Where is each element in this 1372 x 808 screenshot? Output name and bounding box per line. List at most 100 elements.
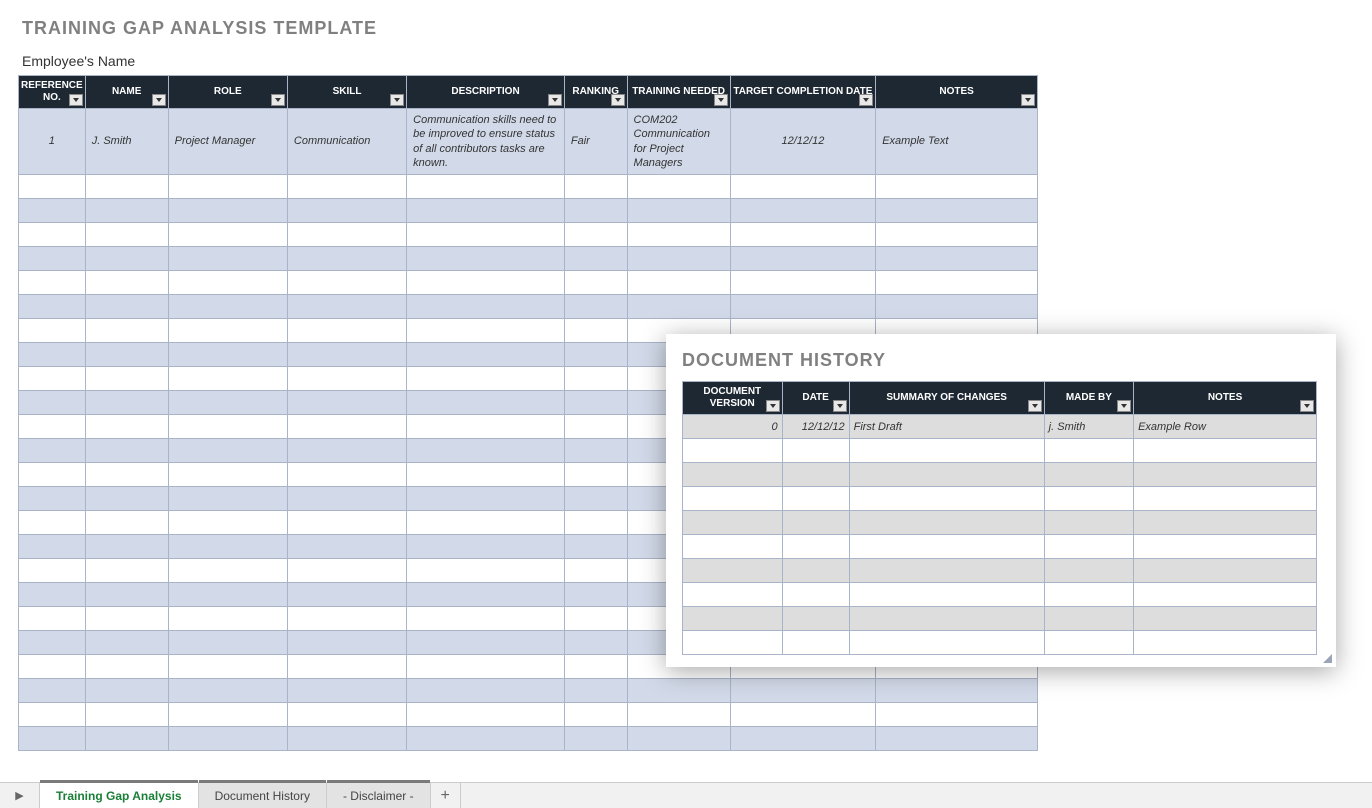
table-cell[interactable] [564, 367, 627, 391]
table-cell[interactable] [564, 199, 627, 223]
sheet-tab[interactable]: Document History [199, 783, 327, 808]
table-cell[interactable] [287, 679, 406, 703]
table-cell[interactable] [1134, 487, 1317, 511]
table-cell[interactable] [168, 631, 287, 655]
table-cell[interactable] [168, 463, 287, 487]
table-cell[interactable] [627, 271, 730, 295]
table-cell[interactable] [19, 415, 86, 439]
table-cell[interactable] [287, 583, 406, 607]
table-cell[interactable] [19, 223, 86, 247]
table-cell[interactable] [287, 703, 406, 727]
table-cell[interactable] [782, 607, 849, 631]
table-cell[interactable] [730, 703, 876, 727]
table-cell[interactable] [683, 487, 783, 511]
table-cell[interactable] [730, 247, 876, 271]
table-cell[interactable] [85, 559, 168, 583]
table-cell[interactable] [407, 247, 565, 271]
table-cell[interactable] [168, 655, 287, 679]
table-cell[interactable] [782, 631, 849, 655]
table-cell[interactable] [168, 727, 287, 751]
table-cell[interactable] [1134, 511, 1317, 535]
table-cell[interactable] [168, 199, 287, 223]
table-cell[interactable] [564, 703, 627, 727]
table-cell[interactable] [1044, 607, 1133, 631]
table-row[interactable] [683, 463, 1317, 487]
sheet-tab[interactable]: - Disclaimer - [327, 783, 431, 808]
filter-dropdown-icon[interactable] [1028, 400, 1042, 412]
table-cell[interactable] [287, 463, 406, 487]
table-cell[interactable] [168, 583, 287, 607]
filter-dropdown-icon[interactable] [390, 94, 404, 106]
table-cell[interactable] [564, 175, 627, 199]
table-cell[interactable]: 12/12/12 [782, 415, 849, 439]
table-cell[interactable] [564, 247, 627, 271]
table-cell[interactable] [19, 727, 86, 751]
table-cell[interactable] [287, 607, 406, 631]
table-cell[interactable] [287, 559, 406, 583]
table-cell[interactable] [564, 391, 627, 415]
table-cell[interactable] [1044, 559, 1133, 583]
table-row[interactable] [683, 559, 1317, 583]
table-cell[interactable] [19, 247, 86, 271]
table-row[interactable] [683, 631, 1317, 655]
table-cell[interactable] [287, 511, 406, 535]
table-cell[interactable] [1134, 607, 1317, 631]
table-cell[interactable] [168, 559, 287, 583]
table-cell[interactable] [849, 631, 1044, 655]
table-cell[interactable] [849, 511, 1044, 535]
table-row[interactable] [19, 199, 1038, 223]
table-cell[interactable]: j. Smith [1044, 415, 1133, 439]
table-cell[interactable] [287, 271, 406, 295]
table-cell[interactable] [564, 559, 627, 583]
table-cell[interactable] [683, 439, 783, 463]
table-cell[interactable] [407, 439, 565, 463]
filter-dropdown-icon[interactable] [611, 94, 625, 106]
table-cell[interactable] [287, 367, 406, 391]
table-cell[interactable] [168, 271, 287, 295]
table-cell[interactable] [1134, 559, 1317, 583]
table-cell[interactable] [287, 175, 406, 199]
table-cell[interactable] [19, 535, 86, 559]
table-cell[interactable] [849, 607, 1044, 631]
table-cell[interactable] [19, 607, 86, 631]
table-cell[interactable] [19, 295, 86, 319]
table-cell[interactable] [564, 487, 627, 511]
table-cell[interactable] [564, 535, 627, 559]
table-cell[interactable] [782, 559, 849, 583]
table-cell[interactable] [407, 631, 565, 655]
table-cell[interactable] [287, 415, 406, 439]
table-cell[interactable]: Communication skills need to be improved… [407, 109, 565, 175]
table-cell[interactable] [85, 391, 168, 415]
table-cell[interactable] [1134, 463, 1317, 487]
table-cell[interactable] [168, 247, 287, 271]
table-cell[interactable] [564, 631, 627, 655]
table-cell[interactable] [407, 367, 565, 391]
table-row[interactable] [19, 271, 1038, 295]
table-cell[interactable] [19, 367, 86, 391]
table-cell[interactable] [19, 559, 86, 583]
table-cell[interactable] [19, 391, 86, 415]
table-cell[interactable] [730, 199, 876, 223]
table-cell[interactable] [287, 199, 406, 223]
table-cell[interactable] [407, 343, 565, 367]
table-cell[interactable] [1044, 463, 1133, 487]
table-row[interactable] [683, 607, 1317, 631]
table-cell[interactable] [782, 583, 849, 607]
table-cell[interactable] [627, 679, 730, 703]
table-cell[interactable] [876, 247, 1038, 271]
table-cell[interactable] [1044, 631, 1133, 655]
filter-dropdown-icon[interactable] [1300, 400, 1314, 412]
tab-nav-button[interactable]: ▶ [0, 783, 40, 808]
table-cell[interactable] [683, 607, 783, 631]
table-cell[interactable] [407, 223, 565, 247]
table-cell[interactable] [85, 607, 168, 631]
table-cell[interactable] [85, 439, 168, 463]
table-cell[interactable]: J. Smith [85, 109, 168, 175]
table-cell[interactable] [782, 535, 849, 559]
filter-dropdown-icon[interactable] [766, 400, 780, 412]
table-cell[interactable] [564, 439, 627, 463]
table-cell[interactable] [287, 343, 406, 367]
table-cell[interactable] [564, 655, 627, 679]
table-cell[interactable] [407, 607, 565, 631]
table-cell[interactable] [407, 271, 565, 295]
